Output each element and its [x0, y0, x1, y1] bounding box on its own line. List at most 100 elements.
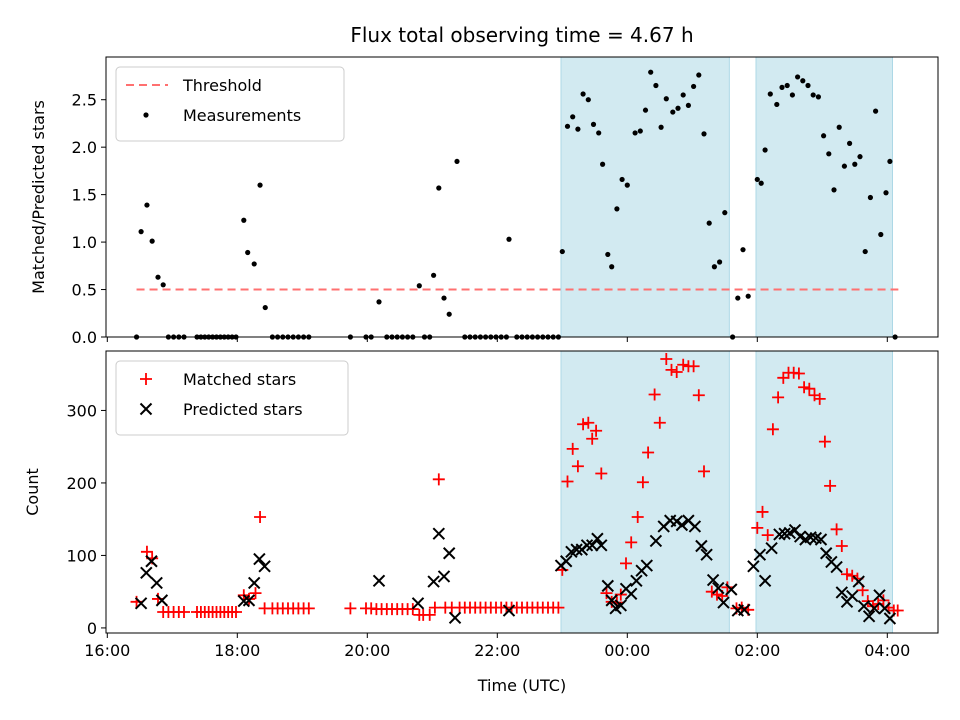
matched-star-point: [653, 416, 666, 429]
matched-star-point: [428, 601, 441, 614]
predicted-star-point: [372, 574, 386, 588]
x-axis-label: Time (UTC): [477, 676, 566, 695]
predicted-star-point: [717, 596, 730, 609]
measurement-point: [436, 185, 442, 191]
measurement-point: [887, 158, 893, 165]
matched-star-point: [772, 391, 785, 404]
measurement-point: [862, 248, 868, 255]
matched-star-point: [692, 389, 705, 402]
measurement-point: [376, 299, 382, 305]
measurement-point: [711, 264, 718, 270]
measurement-point: [416, 283, 422, 289]
measurement-point: [600, 161, 606, 167]
predicted-star-point: [605, 594, 618, 607]
matched-star-point: [178, 605, 190, 618]
bottom-y-tick-label: 200: [66, 474, 97, 493]
measurement-point: [735, 295, 741, 301]
measurement-point: [878, 231, 884, 238]
legend-label: Measurements: [183, 106, 301, 125]
matched-star-point: [670, 366, 683, 379]
predicted-star-point: [134, 597, 148, 610]
bottom-legend-box: [115, 360, 349, 436]
measurement-point: [675, 105, 681, 111]
matched-star-point: [249, 587, 262, 600]
matched-star-point: [642, 446, 655, 459]
measurement-point: [506, 236, 512, 242]
predicted-star-point: [580, 539, 594, 552]
measurement-point: [758, 180, 764, 186]
measurement-point: [696, 72, 702, 78]
measurement-point: [149, 238, 155, 244]
measurement-point: [800, 78, 806, 84]
x-tick-label: 02:00: [734, 641, 780, 660]
matched-star-point: [561, 475, 574, 488]
measurement-point: [767, 91, 773, 97]
measurement-point: [745, 293, 751, 299]
measurement-point: [670, 109, 676, 115]
measurement-point: [160, 282, 166, 288]
matched-star-point: [344, 602, 357, 615]
top-y-tick-label: 2.0: [72, 138, 97, 157]
measurement-point: [883, 190, 889, 196]
measurement-point: [762, 147, 768, 153]
predicted-star-point: [753, 548, 767, 561]
top-y-tick-label: 1.0: [72, 233, 97, 252]
predicted-star-point: [437, 570, 451, 583]
measurement-point: [867, 194, 874, 201]
predicted-star-point: [242, 594, 256, 607]
top-y-tick-label: 2.5: [72, 91, 97, 110]
matched-star-point: [631, 511, 644, 524]
matched-star-point: [721, 581, 734, 594]
measurement-point: [585, 97, 591, 103]
predicted-star-point: [845, 589, 859, 603]
top-y-axis-label: Matched/Predicted stars: [29, 100, 48, 294]
predicted-star-point: [700, 548, 713, 561]
measurement-point: [431, 272, 437, 278]
predicted-star-point: [830, 560, 843, 574]
measurement-point: [821, 133, 827, 139]
bottom-panel: 0 100 200 300 16:00 18:00 20:00 22:00 00:00 02:00…: [23, 350, 939, 660]
matched-star-point: [761, 529, 774, 542]
predicted-star-point: [145, 555, 158, 568]
predicted-star-point: [819, 547, 833, 560]
top-legend: Threshold Measurements: [115, 66, 345, 142]
matched-star-point: [230, 605, 242, 618]
matched-star-point: [687, 360, 700, 373]
predicted-star-point: [765, 541, 778, 555]
predicted-star-point: [675, 518, 689, 532]
bottom-y-tick-label: 100: [66, 546, 97, 565]
predicted-star-point: [883, 612, 897, 625]
measurement-point: [648, 69, 654, 75]
predicted-star-point: [706, 573, 720, 587]
bottom-legend: Matched stars Predicted stars: [115, 360, 349, 436]
matched-star-point: [648, 388, 661, 401]
predicted-star-point: [258, 560, 271, 573]
matched-star-point: [552, 601, 565, 614]
measurement-point: [570, 114, 576, 120]
measurement-point: [245, 249, 251, 256]
measurement-point: [847, 140, 853, 146]
bottom-axes-frame: [105, 350, 939, 634]
predicted-star-point: [155, 594, 169, 607]
measurement-point: [241, 217, 247, 223]
legend-label: Matched stars: [183, 370, 296, 389]
measurement-point: [836, 124, 842, 130]
measurement-point: [754, 176, 760, 183]
measurement-point: [590, 121, 597, 127]
measurement-point: [805, 82, 811, 89]
matched-star-point: [841, 568, 853, 581]
matched-star-point: [751, 521, 764, 534]
measurement-point: [795, 74, 801, 80]
measurement-point: [831, 187, 837, 193]
predicted-star-point: [868, 602, 881, 615]
matched-star-point: [677, 358, 690, 371]
predicted-star-point: [614, 599, 628, 612]
matched-star-point: [766, 423, 779, 436]
predicted-star-point: [878, 602, 891, 615]
bottom-shaded-window: [560, 350, 730, 634]
predicted-star-point: [738, 603, 751, 617]
bottom-y-tick-label: 0: [87, 619, 97, 638]
matched-star-point: [660, 352, 673, 365]
matched-star-point: [586, 432, 599, 445]
measurement-point: [596, 130, 602, 136]
